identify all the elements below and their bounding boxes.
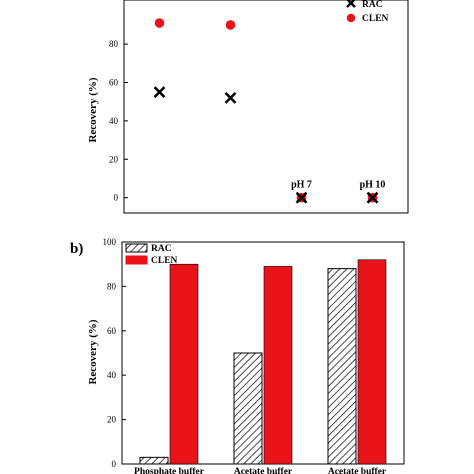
panel-a-y-tick-label: 40 bbox=[109, 116, 119, 126]
legend-clen-swatch bbox=[125, 255, 148, 265]
panel-b-y-axis-label: Recovery (%) bbox=[87, 319, 99, 384]
panel-b-category-labels: Phosphate buffer Acetate buffer Acetate bu… bbox=[134, 467, 387, 474]
clen-data-point bbox=[225, 20, 236, 30]
legend-clen-label-b: CLEN bbox=[151, 256, 178, 266]
panel-a-markers bbox=[153, 18, 379, 204]
panel-a-category-label: pH 10 bbox=[360, 180, 386, 191]
clen-bar bbox=[357, 259, 387, 465]
panel-a-category-label: pH 7 bbox=[291, 180, 312, 191]
legend-rac-label: RAC bbox=[362, 0, 383, 10]
panel-a-legend: RAC CLEN bbox=[346, 0, 389, 24]
rac-data-point bbox=[153, 86, 166, 99]
panel-a-y-tick-label: 0 bbox=[114, 193, 119, 203]
panel-b-legend: RAC CLEN bbox=[125, 243, 178, 266]
legend-rac-label-b: RAC bbox=[151, 244, 172, 254]
panel-b-y-ticks: 0 20 40 60 80 100 bbox=[103, 237, 126, 469]
rac-bar bbox=[327, 268, 357, 465]
panel-b-y-tick-label: 80 bbox=[107, 281, 117, 291]
panel-a-frame bbox=[123, 0, 409, 214]
panel-b-y-tick-label: 60 bbox=[107, 326, 117, 336]
panel-a-y-tick-label: 80 bbox=[109, 39, 119, 49]
panel-b-bar: b) Recovery (%) 0 20 40 60 80 100 Phosphate b… bbox=[70, 237, 405, 474]
rac-bar bbox=[233, 352, 263, 465]
legend-rac-marker bbox=[346, 0, 356, 8]
panel-b-category-label: Acetate buffer bbox=[234, 467, 293, 474]
panel-a-scatter: Recovery (%) 0 20 40 60 80 pH 7 pH 10 RAC CLE… bbox=[87, 0, 409, 214]
panel-b-y-tick-label: 100 bbox=[103, 237, 117, 247]
panel-b-category-label: Phosphate buffer bbox=[134, 467, 205, 474]
panel-b-label: b) bbox=[70, 241, 83, 257]
panel-b-y-tick-label: 20 bbox=[107, 415, 117, 425]
legend-rac-swatch bbox=[125, 243, 148, 253]
panel-b-bars bbox=[139, 259, 387, 465]
panel-a-y-tick-label: 60 bbox=[109, 78, 119, 88]
panel-a-y-tick-label: 20 bbox=[109, 154, 119, 164]
panel-a-category-labels: pH 7 pH 10 bbox=[291, 180, 385, 191]
rac-data-point bbox=[366, 191, 379, 204]
rac-data-point bbox=[224, 91, 237, 104]
legend-clen-marker bbox=[346, 13, 356, 23]
panel-b-y-tick-label: 0 bbox=[112, 459, 117, 469]
panel-b-frame bbox=[121, 241, 405, 465]
panel-a-y-ticks: 0 20 40 60 80 bbox=[109, 39, 128, 203]
legend-clen-label: CLEN bbox=[362, 14, 389, 24]
panel-a-y-axis-label: Recovery (%) bbox=[87, 77, 99, 142]
panel-b-category-label: Acetate buffer bbox=[328, 467, 387, 474]
rac-data-point bbox=[295, 191, 308, 204]
clen-bar bbox=[263, 266, 293, 465]
clen-bar bbox=[169, 263, 199, 465]
rac-bar bbox=[139, 456, 169, 465]
panel-b-y-tick-label: 40 bbox=[107, 370, 117, 380]
clen-data-point bbox=[154, 18, 165, 28]
